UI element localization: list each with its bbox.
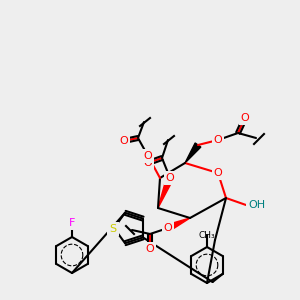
Text: O: O (144, 151, 152, 161)
Text: CH₃: CH₃ (199, 231, 215, 240)
Text: O: O (144, 158, 152, 168)
Polygon shape (167, 218, 190, 231)
Polygon shape (185, 143, 201, 163)
Text: O: O (164, 223, 172, 233)
Text: O: O (241, 113, 249, 123)
Text: O: O (166, 173, 174, 183)
Text: OH: OH (248, 200, 265, 210)
Text: O: O (146, 244, 154, 254)
Text: F: F (69, 218, 75, 228)
Text: O: O (214, 135, 222, 145)
Text: S: S (110, 224, 117, 234)
Polygon shape (158, 177, 173, 208)
Text: O: O (120, 136, 128, 146)
Text: O: O (214, 168, 222, 178)
